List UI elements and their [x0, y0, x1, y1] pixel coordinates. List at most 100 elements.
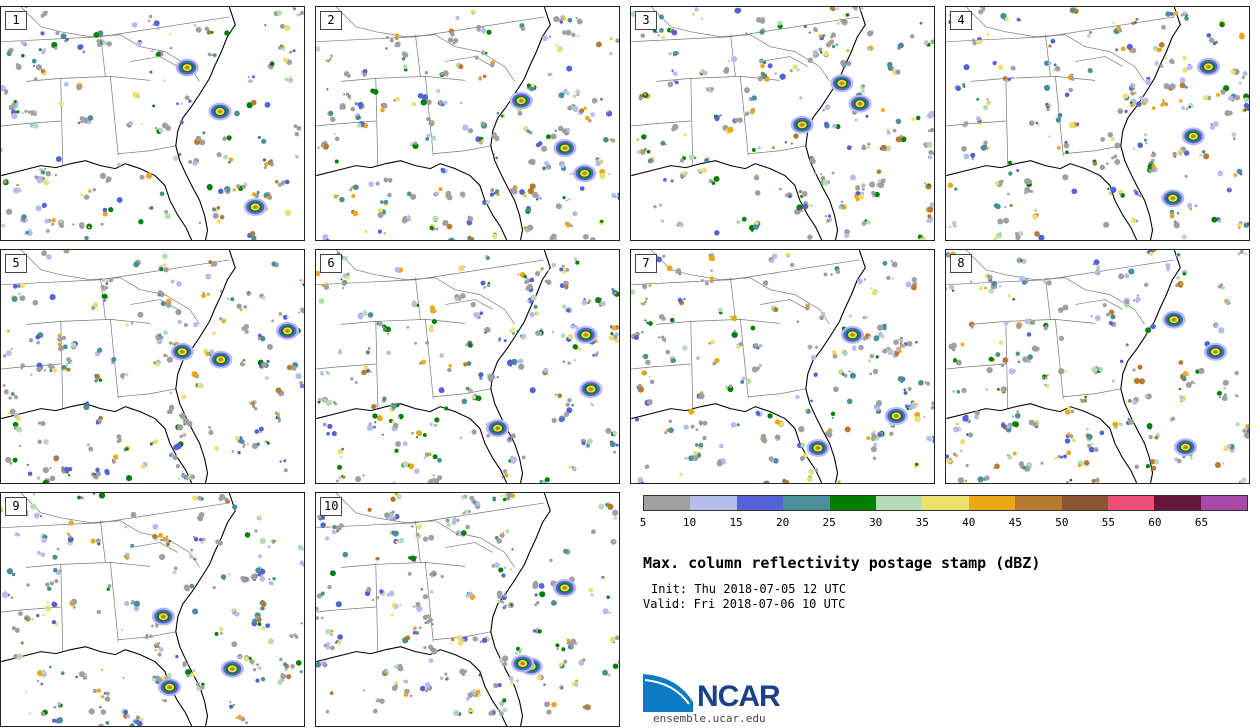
reflectivity-echo	[294, 131, 300, 137]
reflectivity-echo	[302, 280, 304, 284]
reflectivity-echo	[350, 377, 354, 381]
reflectivity-echo	[600, 219, 604, 223]
reflectivity-echo	[37, 421, 42, 425]
reflectivity-echo	[1222, 379, 1229, 386]
reflectivity-echo	[129, 723, 135, 726]
reflectivity-echo	[1242, 71, 1248, 77]
reflectivity-echo	[951, 289, 955, 292]
reflectivity-echo	[1062, 304, 1069, 311]
reflectivity-echo	[992, 60, 997, 66]
reflectivity-echo	[714, 357, 720, 364]
reflectivity-echo	[887, 65, 893, 71]
reflectivity-echo	[382, 326, 385, 329]
reflectivity-echo	[991, 280, 998, 287]
reflectivity-echo	[981, 7, 986, 11]
reflectivity-echo	[670, 179, 674, 183]
reflectivity-echo	[1010, 65, 1016, 71]
reflectivity-echo	[11, 626, 16, 631]
reflectivity-echo	[583, 106, 587, 110]
reflectivity-echo	[611, 192, 617, 198]
reflectivity-echo	[176, 280, 182, 287]
reflectivity-echo	[325, 628, 331, 635]
reflectivity-echo	[284, 179, 290, 185]
reflectivity-echo	[1054, 456, 1058, 461]
reflectivity-echo	[498, 339, 501, 343]
reflectivity-echo	[361, 369, 367, 376]
reflectivity-echo	[120, 628, 123, 631]
reflectivity-echo	[169, 32, 172, 36]
reflectivity-echo	[565, 268, 570, 272]
figure-title: Max. column reflectivity postage stamp (…	[643, 554, 1041, 572]
reflectivity-echo	[796, 204, 803, 211]
reflectivity-echo	[92, 493, 96, 495]
reflectivity-echo	[565, 199, 568, 202]
reflectivity-echo	[364, 590, 371, 597]
source-url[interactable]: ensemble.ucar.edu	[653, 712, 766, 725]
reflectivity-echo	[301, 384, 304, 388]
reflectivity-echo	[1143, 138, 1147, 142]
valid-time: Valid: Fri 2018-07-06 10 UTC	[643, 597, 846, 611]
reflectivity-echo	[984, 286, 987, 290]
reflectivity-echo	[672, 51, 678, 57]
reflectivity-echo	[337, 464, 343, 470]
reflectivity-echo	[7, 411, 10, 415]
reflectivity-echo	[602, 608, 609, 615]
reflectivity-echo	[1068, 87, 1073, 93]
reflectivity-echo	[1062, 174, 1069, 181]
reflectivity-echo	[954, 187, 958, 191]
reflectivity-echo	[590, 112, 596, 117]
reflectivity-echo	[98, 723, 105, 726]
reflectivity-echo	[870, 446, 877, 453]
reflectivity-echo	[1139, 95, 1144, 101]
reflectivity-echo	[355, 115, 360, 121]
reflectivity-echo	[846, 145, 852, 151]
reflectivity-echo	[123, 555, 127, 558]
reflectivity-echo	[326, 431, 330, 436]
reflectivity-echo	[36, 366, 42, 373]
reflectivity-echo	[269, 61, 275, 67]
reflectivity-echo	[254, 529, 258, 533]
reflectivity-echo	[861, 187, 865, 191]
reflectivity-echo	[413, 468, 420, 474]
reflectivity-echo	[871, 290, 877, 296]
reflectivity-echo	[1003, 320, 1009, 326]
reflectivity-echo	[401, 217, 408, 224]
reflectivity-echo	[805, 409, 808, 412]
reflectivity-echo	[1044, 60, 1050, 66]
reflectivity-echo	[1099, 367, 1103, 371]
reflectivity-echo	[335, 479, 339, 483]
reflectivity-echo	[1135, 18, 1138, 21]
reflectivity-echo	[559, 20, 564, 24]
reflectivity-echo	[36, 550, 42, 556]
reflectivity-echo	[160, 538, 164, 542]
state-boundary	[1045, 34, 1051, 77]
reflectivity-echo	[759, 29, 765, 35]
reflectivity-echo	[428, 327, 434, 333]
reflectivity-echo	[85, 401, 89, 405]
reflectivity-echo	[250, 401, 255, 406]
reflectivity-echo	[1026, 332, 1032, 337]
reflectivity-echo	[13, 391, 16, 394]
reflectivity-echo	[831, 416, 834, 419]
reflectivity-echo	[365, 350, 371, 355]
reflectivity-echo	[502, 469, 508, 474]
reflectivity-echo	[694, 443, 699, 447]
storm-cell	[285, 329, 290, 333]
reflectivity-echo	[48, 665, 52, 669]
reflectivity-echo	[708, 178, 714, 184]
reflectivity-echo	[77, 44, 84, 51]
reflectivity-echo	[471, 12, 475, 15]
reflectivity-echo	[102, 207, 108, 213]
reflectivity-echo	[56, 547, 60, 551]
reflectivity-echo	[923, 416, 926, 419]
reflectivity-echo	[1106, 162, 1109, 166]
state-boundary	[316, 363, 376, 370]
reflectivity-echo	[519, 648, 523, 652]
reflectivity-echo	[252, 668, 257, 672]
reflectivity-echo	[15, 63, 19, 66]
reflectivity-echo	[133, 261, 140, 268]
reflectivity-echo	[546, 134, 551, 139]
reflectivity-echo	[914, 415, 921, 423]
reflectivity-echo	[264, 101, 271, 108]
reflectivity-echo	[926, 113, 933, 119]
